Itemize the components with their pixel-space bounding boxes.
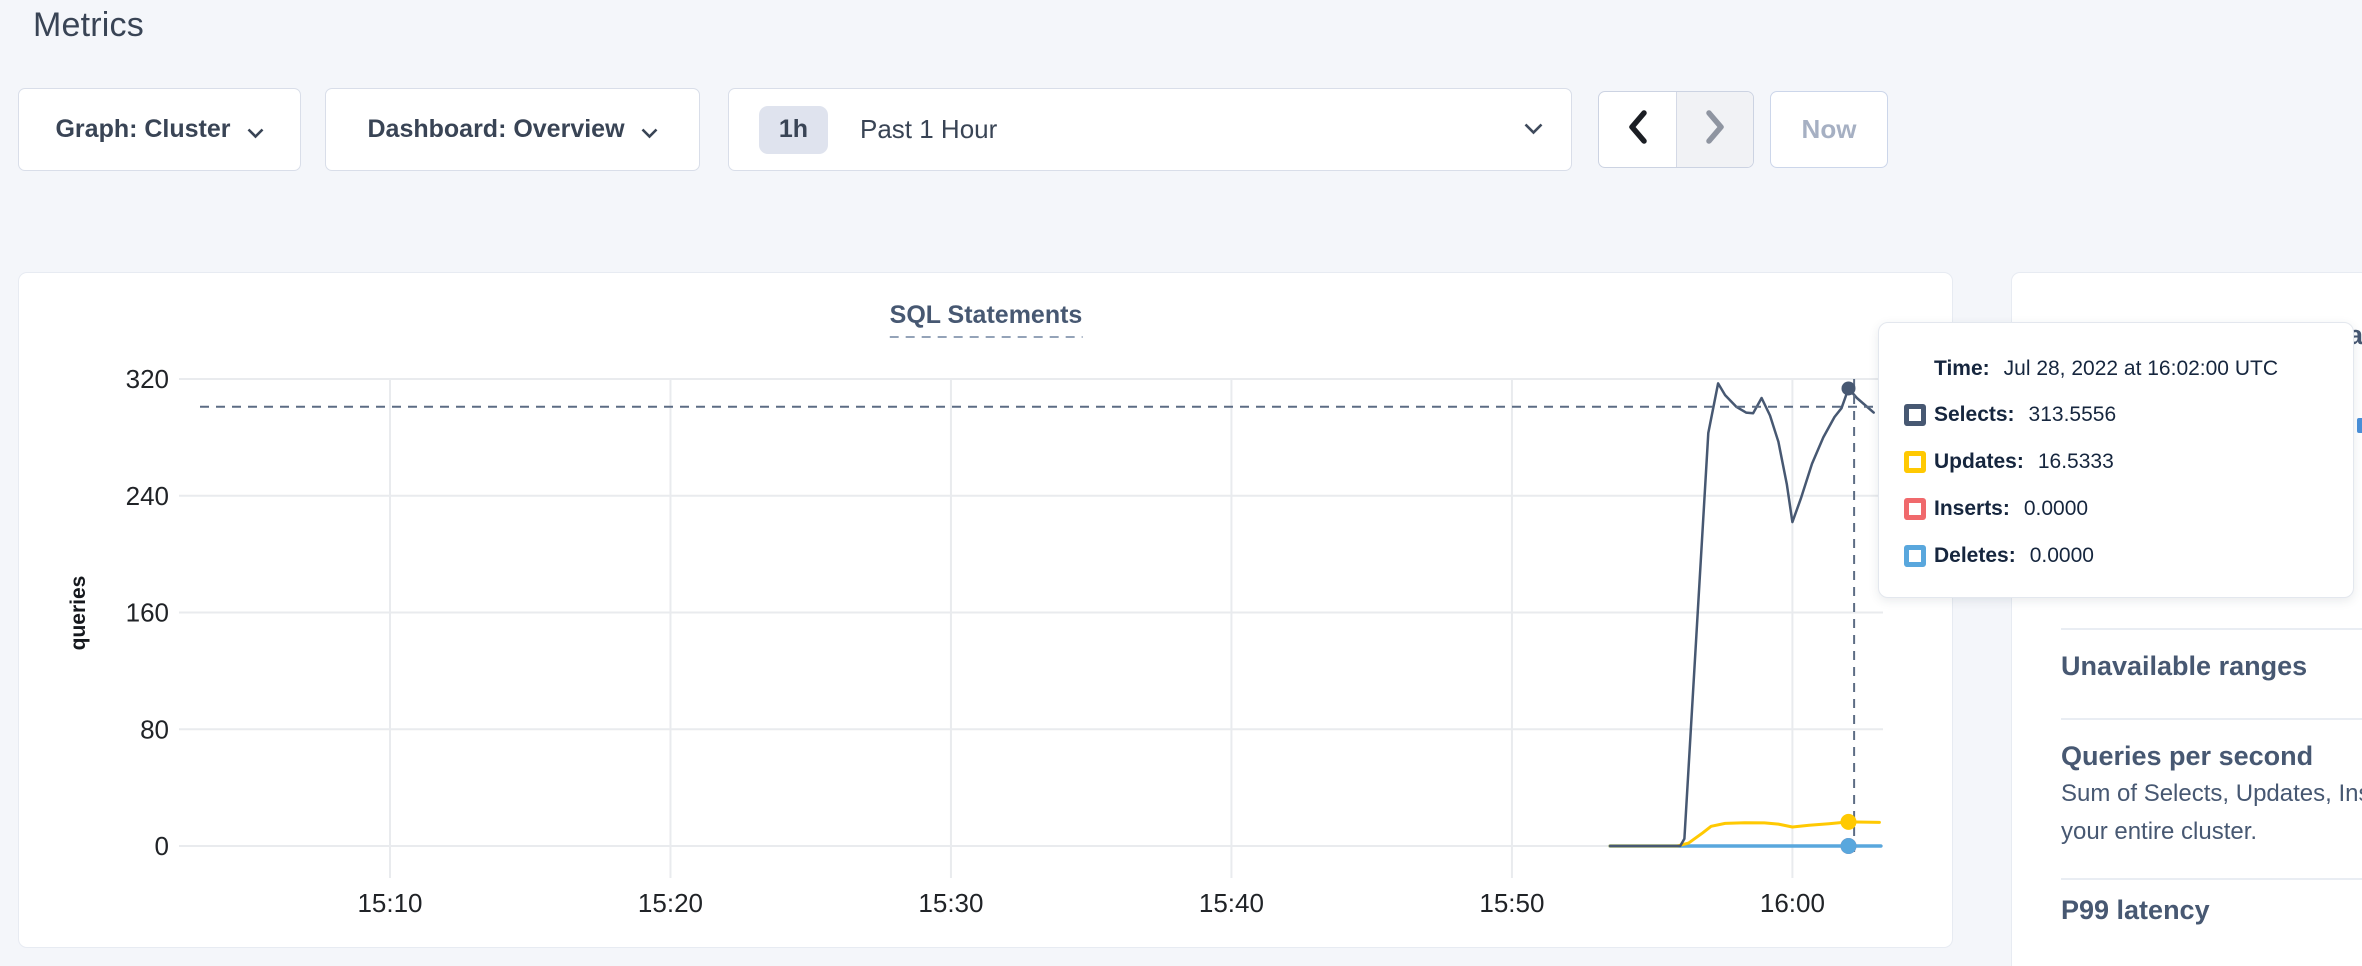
chevron-down-icon — [641, 117, 658, 146]
y-axis-title: queries — [67, 576, 90, 651]
tooltip-series-value: 313.5556 — [2028, 403, 2117, 426]
y-axis-tick-label: 240 — [126, 481, 169, 511]
tooltip-series-label: Selects: — [1934, 403, 2015, 426]
tooltip-series-row: Inserts: 0.0000 — [1904, 497, 2116, 520]
time-window-forward-button[interactable] — [1676, 92, 1753, 167]
sql-statements-plot[interactable]: 0 80 160 240 320 15:10 15:20 15:30 15:40 15:50 16:… — [19, 273, 1954, 949]
chevron-down-icon — [1524, 122, 1543, 140]
tooltip-series-row: Updates: 16.5333 — [1904, 450, 2116, 473]
x-axis-tick-label: 15:20 — [638, 888, 703, 918]
tooltip-time-value: Jul 28, 2022 at 16:02:00 UTC — [2003, 357, 2278, 380]
hover-point-deletes — [1840, 838, 1857, 854]
tooltip-series-label: Inserts: — [1934, 497, 2010, 520]
x-axis-tick-label: 15:10 — [357, 888, 422, 918]
y-axis-tick-label: 160 — [126, 598, 169, 628]
y-axis-tick-label: 320 — [126, 364, 169, 394]
time-window-back-button[interactable] — [1599, 92, 1676, 167]
x-axis-tick-label: 15:50 — [1479, 888, 1544, 918]
dashboard-dropdown-label: Dashboard: Overview — [367, 115, 625, 143]
chart-hover-tooltip: Time: Jul 28, 2022 at 16:02:00 UTC Select… — [1878, 322, 2354, 598]
tooltip-time-row: Time: Jul 28, 2022 at 16:02:00 UTC — [1934, 357, 2278, 381]
summary-qps-description-line: your entire cluster. — [2061, 818, 2258, 845]
summary-p99-latency-heading: P99 latency — [2061, 895, 2210, 925]
x-axis-tick-label: 15:30 — [918, 888, 983, 918]
summary-qps-description: Sum of Selects, Updates, Inserts and Del… — [2061, 775, 2362, 851]
tooltip-series-row: Selects: 313.5556 — [1904, 403, 2117, 426]
tooltip-time-label: Time: — [1934, 357, 1990, 380]
summary-unavailable-ranges-heading: Unavailable ranges — [2061, 651, 2308, 681]
graph-scope-dropdown-label: Graph: Cluster — [55, 115, 231, 143]
time-window-pager — [1598, 91, 1754, 168]
series-line-selects — [1608, 382, 1875, 848]
chart-title[interactable]: SQL Statements — [889, 301, 1083, 338]
sql-statements-chart-card: SQL Statements 0 80 160 240 320 15:10 15:20 15:… — [18, 272, 1953, 948]
tooltip-series-value: 16.5333 — [2037, 450, 2114, 473]
divider — [2061, 628, 2362, 630]
tooltip-series-row: Deletes: 0.0000 — [1904, 544, 2116, 567]
tooltip-series-value: 0.0000 — [2023, 497, 2089, 520]
dashboard-dropdown[interactable]: Dashboard: Overview — [325, 88, 700, 171]
chevron-right-icon — [1704, 110, 1726, 149]
x-axis-tick-label: 16:00 — [1760, 888, 1825, 918]
summary-qps-description-line: Sum of Selects, Updates, Inserts and Del… — [2061, 780, 2362, 807]
now-button[interactable]: Now — [1770, 91, 1888, 168]
chevron-down-icon — [247, 117, 264, 146]
series-line-updates — [1608, 820, 1881, 848]
tooltip-series-rows: Selects: 313.5556 Updates: 16.5333 Inserts: 0… — [1904, 403, 2117, 592]
chevron-left-icon — [1627, 110, 1649, 149]
divider — [2061, 878, 2362, 880]
series-swatch-icon — [1904, 404, 1926, 426]
x-axis-tick-label: 15:40 — [1199, 888, 1264, 918]
y-axis-tick-label: 80 — [140, 714, 169, 744]
time-range-selector[interactable]: 1h Past 1 Hour — [728, 88, 1572, 171]
series-swatch-icon — [1904, 545, 1926, 567]
clipped-link-fragment — [2357, 418, 2362, 433]
graph-scope-dropdown[interactable]: Graph: Cluster — [18, 88, 301, 171]
time-range-badge: 1h — [759, 105, 828, 154]
tooltip-series-label: Updates: — [1934, 450, 2024, 473]
hover-point-selects — [1841, 381, 1856, 396]
series-swatch-icon — [1904, 451, 1926, 473]
divider — [2061, 718, 2362, 720]
time-range-label: Past 1 Hour — [860, 114, 998, 144]
tooltip-series-label: Deletes: — [1934, 544, 2016, 567]
series-swatch-icon — [1904, 498, 1926, 520]
summary-qps-heading: Queries per second — [2061, 741, 2314, 771]
page-title: Metrics — [33, 6, 144, 44]
hover-point-updates — [1840, 813, 1857, 830]
y-axis-tick-label: 0 — [155, 831, 169, 861]
tooltip-series-value: 0.0000 — [2029, 544, 2094, 567]
